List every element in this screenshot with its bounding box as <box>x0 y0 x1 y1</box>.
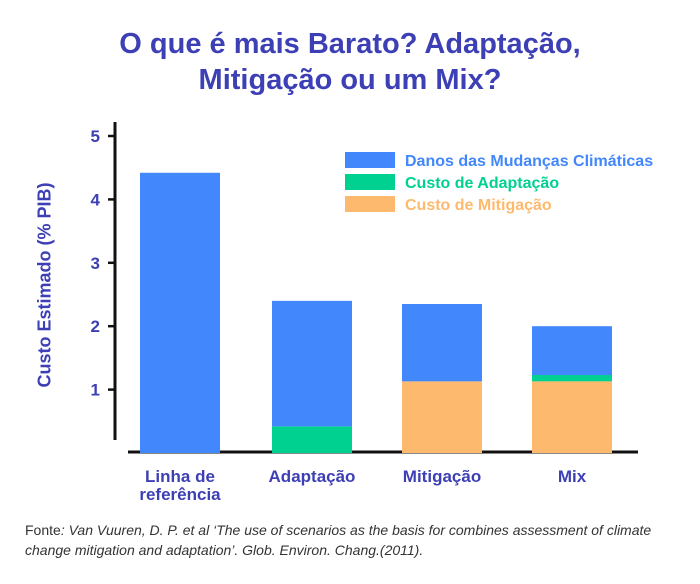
legend-swatch <box>345 152 395 168</box>
x-tick-label: Mix <box>558 467 587 486</box>
x-tick-label: Mitigação <box>403 467 481 486</box>
y-tick-label: 4 <box>91 190 101 209</box>
title-line-2: Mitigação ou um Mix? <box>198 64 502 96</box>
bar-segment <box>532 375 612 382</box>
bar-segment <box>402 304 482 382</box>
y-tick-label: 3 <box>91 254 100 273</box>
chart-title: O que é mais Barato? Adaptação, Mitigaçã… <box>0 26 700 98</box>
x-tick-label: referência <box>139 485 221 504</box>
source-text: : Van Vuuren, D. P. et al ‘The use of sc… <box>25 522 652 558</box>
bar-segment <box>532 326 612 376</box>
legend-label: Custo de Adaptação <box>405 175 559 192</box>
bar-segment <box>272 426 352 453</box>
bar-segment <box>272 300 352 427</box>
x-tick-label: Linha de <box>145 467 215 486</box>
source-note: Fonte: Van Vuuren, D. P. et al ‘The use … <box>25 520 695 560</box>
source-label: Fonte <box>25 522 61 538</box>
legend-swatch <box>345 196 395 212</box>
title-line-1: O que é mais Barato? Adaptação, <box>119 28 581 60</box>
legend-swatch <box>345 174 395 190</box>
y-tick-label: 1 <box>91 381 100 400</box>
legend-label: Danos das Mudanças Climáticas <box>405 153 653 170</box>
bar-segment <box>532 381 612 453</box>
bar-segment <box>402 381 482 453</box>
x-tick-label: Adaptação <box>269 467 356 486</box>
y-tick-label: 5 <box>91 127 100 146</box>
legend-label: Custo de Mitigação <box>405 197 552 214</box>
bar-segment <box>140 172 220 453</box>
y-tick-label: 2 <box>91 317 100 336</box>
